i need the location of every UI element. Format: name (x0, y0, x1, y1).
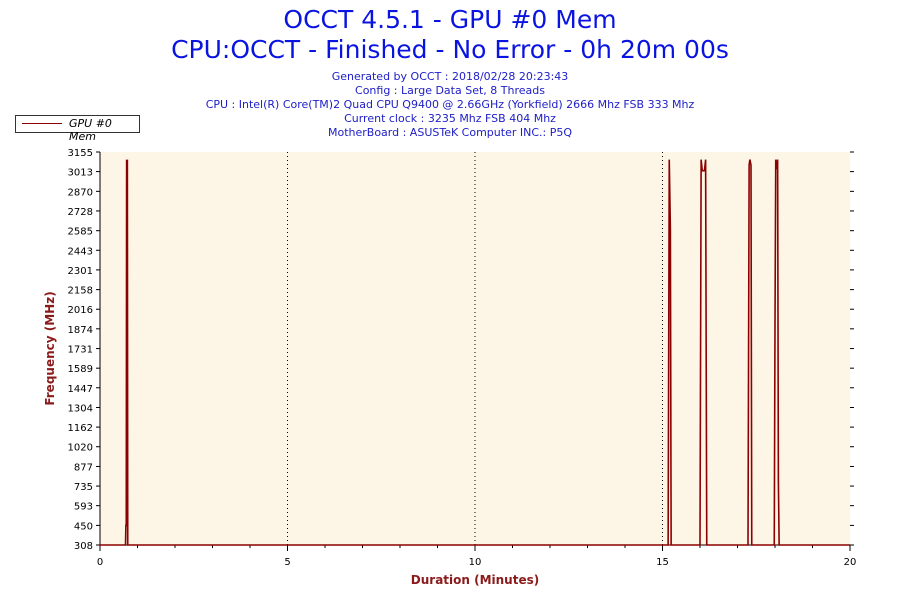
y-axis-label: Frequency (MHz) (43, 291, 57, 405)
chart-title: OCCT 4.5.1 - GPU #0 Mem (283, 5, 617, 34)
grid-lines (287, 152, 663, 545)
y-tick-label: 3013 (68, 168, 93, 179)
y-tick-label: 3155 (68, 148, 93, 159)
y-tick-label: 1304 (68, 404, 93, 415)
legend-label: GPU #0 Mem (69, 117, 112, 143)
series-group (100, 159, 850, 546)
x-tick-label: 15 (656, 557, 669, 568)
y-tick-label: 2870 (68, 187, 93, 198)
config-info: Config : Large Data Set, 8 Threads (355, 84, 545, 97)
cpu-info: CPU : Intel(R) Core(TM)2 Quad CPU Q9400 … (205, 98, 695, 111)
series-line (100, 159, 850, 546)
y-tick-label: 2158 (68, 286, 93, 297)
x-axis-label: Duration (Minutes) (411, 573, 539, 587)
clock-info: Current clock : 3235 Mhz FSB 404 Mhz (344, 112, 556, 125)
x-tick-label: 20 (844, 557, 857, 568)
y-tick-label: 2301 (68, 266, 93, 277)
x-tick-label: 0 (97, 557, 103, 568)
x-tick-label: 10 (469, 557, 482, 568)
y-tick-label: 877 (74, 462, 93, 473)
generated-info: Generated by OCCT : 2018/02/28 20:23:43 (331, 70, 569, 83)
legend: GPU #0 Mem (15, 115, 140, 143)
y-tick-label: 735 (74, 482, 93, 493)
y-tick-label: 308 (74, 541, 93, 552)
y-tick-label: 2443 (68, 246, 93, 257)
y-tick-label: 1731 (68, 345, 93, 356)
chart-subtitle: CPU:OCCT - Finished - No Error - 0h 20m … (171, 35, 729, 64)
y-tick-label: 1589 (68, 364, 93, 375)
legend-swatch (22, 123, 62, 124)
y-tick-label: 1447 (68, 384, 93, 395)
y-tick-label: 450 (74, 521, 93, 532)
y-tick-label: 2016 (68, 305, 93, 316)
y-tick-label: 593 (74, 502, 93, 513)
y-tick-label: 2585 (68, 227, 93, 238)
y-tick-label: 1020 (68, 443, 93, 454)
x-tick-label: 5 (284, 557, 290, 568)
y-tick-label: 1874 (68, 325, 93, 336)
y-tick-label: 2728 (68, 207, 93, 218)
y-tick-label: 1162 (68, 423, 93, 434)
motherboard-info: MotherBoard : ASUSTeK Computer INC.: P5Q (327, 126, 572, 139)
